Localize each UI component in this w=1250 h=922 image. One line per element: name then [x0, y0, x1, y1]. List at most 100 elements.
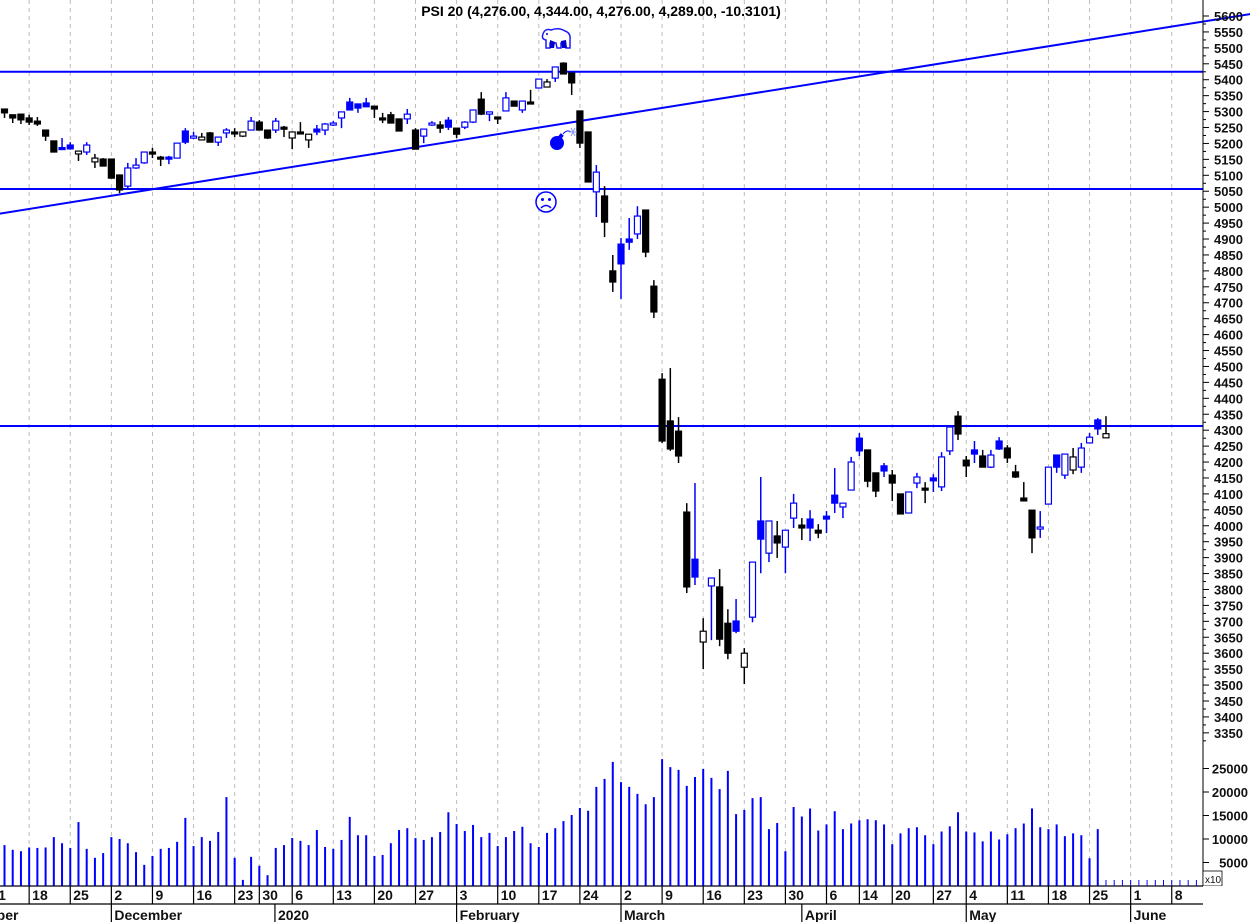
- candle: [305, 133, 313, 148]
- candle: [107, 158, 115, 179]
- volume-unit-label: x10: [1205, 875, 1222, 886]
- price-tick-label: 3750: [1214, 598, 1243, 613]
- week-label: 14: [862, 887, 878, 903]
- candle-body: [231, 131, 239, 135]
- candle: [937, 452, 946, 492]
- week-label: 23: [747, 887, 763, 903]
- candle: [962, 455, 970, 478]
- candle-body: [798, 524, 806, 529]
- candle: [707, 577, 716, 641]
- candle: [403, 109, 411, 125]
- candle: [321, 123, 329, 136]
- volume-axis: x10 25000 20000 15000 10000 5000: [1202, 762, 1248, 887]
- candle-body: [337, 111, 346, 119]
- candle-body: [206, 132, 214, 143]
- candle-body: [132, 164, 140, 169]
- candle-body: [387, 114, 395, 124]
- price-tick-label: 4650: [1214, 312, 1243, 327]
- month-label: June: [1134, 907, 1167, 922]
- candle: [757, 477, 765, 574]
- candle: [206, 131, 214, 143]
- candle: [905, 491, 913, 514]
- price-tick-label: 3400: [1214, 710, 1243, 725]
- candle: [231, 128, 239, 138]
- candle-body: [485, 111, 494, 115]
- week-label: 11: [1010, 887, 1025, 903]
- month-label: March: [624, 907, 665, 922]
- candle-body: [1053, 454, 1061, 468]
- price-tick-label: 4050: [1214, 503, 1243, 518]
- month-label: 2020: [278, 907, 309, 922]
- candle-body: [584, 131, 592, 183]
- candle-body: [674, 430, 683, 457]
- candle: [1094, 418, 1102, 435]
- candle: [642, 209, 650, 258]
- candle-body: [379, 117, 387, 121]
- candle: [115, 174, 124, 194]
- price-tick-label: 4500: [1214, 359, 1243, 374]
- candle-body: [1102, 433, 1110, 439]
- candle: [469, 109, 477, 124]
- candle: [502, 92, 510, 112]
- candle-body: [222, 129, 231, 134]
- week-gridlines: [28, 0, 1173, 886]
- chart-title: PSI 20 (4,276.00, 4,344.00, 4,276.00, 4,…: [421, 3, 781, 19]
- candle: [420, 128, 428, 144]
- candle-body: [995, 440, 1003, 450]
- support-resistance-lines: [0, 13, 1250, 428]
- volume-tick-label: 25000: [1212, 762, 1248, 777]
- candle-body: [420, 128, 428, 137]
- candle-body: [444, 119, 452, 128]
- candle-body: [17, 113, 25, 121]
- candle: [699, 618, 707, 670]
- candle-body: [551, 66, 559, 79]
- week-label: 24: [583, 887, 599, 903]
- candle-body: [863, 449, 872, 482]
- candle-body: [140, 151, 148, 164]
- candle: [724, 609, 732, 660]
- week-label: 27: [419, 887, 435, 903]
- candle-body: [1044, 466, 1053, 505]
- candle: [880, 462, 888, 478]
- candle: [855, 433, 863, 456]
- candle-body: [181, 130, 189, 143]
- candle-body: [896, 493, 905, 515]
- month-label: April: [805, 907, 837, 922]
- candle: [132, 158, 140, 169]
- candle: [1028, 509, 1036, 554]
- week-label: 27: [936, 887, 952, 903]
- candle: [477, 92, 485, 116]
- candle-body: [600, 195, 609, 223]
- candle: [1061, 453, 1069, 479]
- candle: [839, 502, 847, 519]
- candle: [929, 474, 937, 492]
- price-tick-label: 4150: [1214, 471, 1243, 486]
- candle: [1003, 445, 1011, 463]
- week-label: 4: [969, 887, 977, 903]
- candle-body: [1094, 419, 1102, 430]
- candle-body: [99, 158, 107, 167]
- candle-body: [658, 378, 666, 442]
- week-label: 2: [624, 887, 632, 903]
- candle-body: [305, 133, 313, 141]
- price-tick-label: 5300: [1214, 105, 1243, 120]
- week-label: 30: [788, 887, 804, 903]
- candle-body: [946, 426, 954, 452]
- candle-body: [411, 129, 420, 150]
- candle: [946, 426, 954, 456]
- candle: [74, 150, 83, 161]
- candle-body: [1061, 453, 1069, 476]
- candle: [625, 217, 633, 250]
- candle-body: [33, 120, 41, 125]
- candle-body: [354, 103, 362, 109]
- month-label: November: [0, 907, 19, 922]
- price-tick-label: 3900: [1214, 551, 1243, 566]
- candle-body: [716, 586, 724, 640]
- week-label: 18: [32, 887, 48, 903]
- candle-body: [1020, 497, 1028, 502]
- candle-body: [280, 126, 288, 130]
- price-tick-label: 3650: [1214, 630, 1243, 645]
- week-label: 8: [1175, 887, 1183, 903]
- candle-body: [683, 511, 691, 588]
- candle-body: [296, 131, 305, 135]
